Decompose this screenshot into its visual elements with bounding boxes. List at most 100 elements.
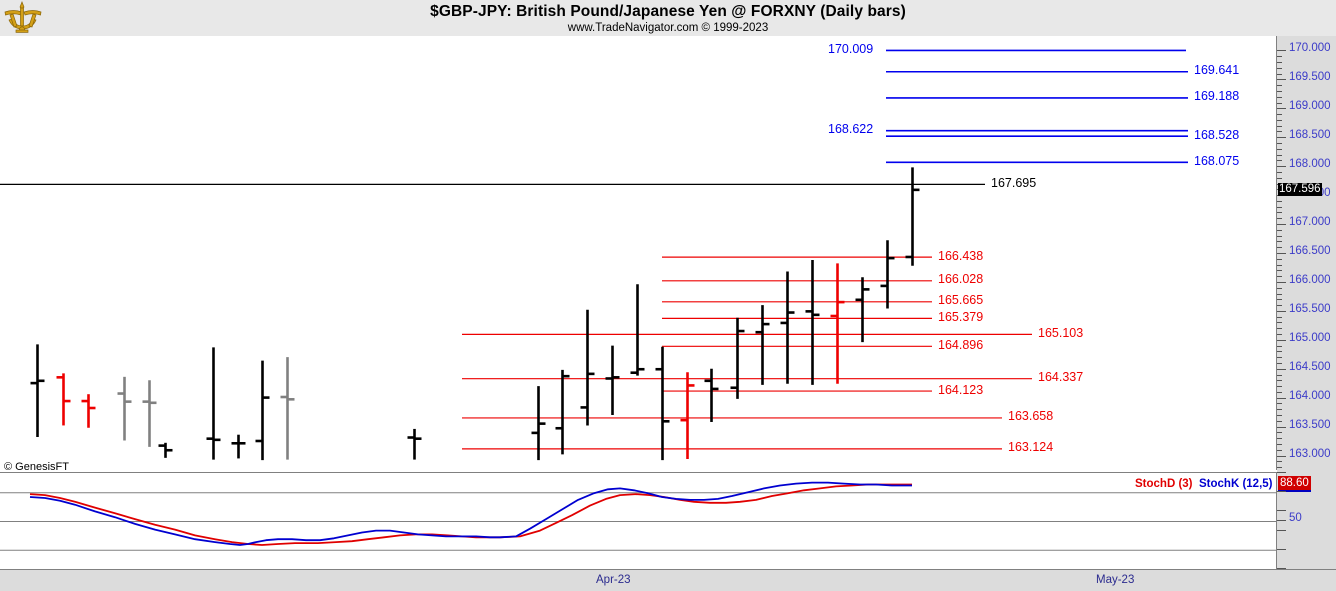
axis-tick-major xyxy=(1277,455,1286,457)
axis-tick-minor xyxy=(1277,276,1282,278)
axis-tick-minor xyxy=(1277,102,1282,104)
level-label: 164.337 xyxy=(1038,370,1084,385)
tradenavigator-logo xyxy=(4,1,42,33)
axis-tick-minor xyxy=(1277,357,1282,359)
axis-tick-label: 168.500 xyxy=(1289,129,1331,142)
axis-tick-minor xyxy=(1277,264,1282,266)
axis-tick-label: 165.500 xyxy=(1289,302,1331,315)
axis-tick-major xyxy=(1277,368,1286,370)
axis-tick-minor xyxy=(1277,62,1282,64)
axis-tick-minor xyxy=(1277,403,1282,405)
axis-tick-minor xyxy=(1277,125,1282,127)
level-label: 165.103 xyxy=(1038,325,1084,340)
axis-tick-minor xyxy=(1277,386,1282,388)
axis-tick-label: 169.500 xyxy=(1289,71,1331,84)
axis-tick-minor xyxy=(1277,114,1282,116)
level-label: 163.658 xyxy=(1008,409,1054,424)
axis-tick-minor xyxy=(1277,143,1282,145)
axis-tick-major xyxy=(1277,426,1286,428)
axis-tick-label: 163.500 xyxy=(1289,418,1331,431)
axis-tick-minor xyxy=(1277,258,1282,260)
level-label: 165.665 xyxy=(938,293,984,308)
axis-tick-minor xyxy=(1277,316,1282,318)
level-label: 169.641 xyxy=(1194,63,1240,78)
axis-tick-major xyxy=(1277,166,1286,168)
date-axis-label: Apr-23 xyxy=(596,574,631,586)
page-title: $GBP-JPY: British Pound/Japanese Yen @ F… xyxy=(430,3,906,20)
legend-stochd[interactable]: StochD (3) xyxy=(1135,478,1193,490)
axis-tick-minor xyxy=(1277,449,1282,451)
indicator-axis-tick xyxy=(1277,510,1286,512)
price-plot xyxy=(0,49,1188,461)
axis-tick-major xyxy=(1277,79,1286,81)
current-price-badge: 167.596 xyxy=(1278,182,1322,196)
axis-tick-major xyxy=(1277,281,1286,283)
indicator-axis-tick xyxy=(1277,520,1286,521)
axis-tick-minor xyxy=(1277,148,1282,150)
axis-tick-minor xyxy=(1277,374,1282,376)
page-subtitle: www.TradeNavigator.com © 1999-2023 xyxy=(567,22,769,34)
indicator-axis-tick xyxy=(1277,548,1286,550)
axis-tick-major xyxy=(1277,397,1286,399)
axis-tick-minor xyxy=(1277,443,1282,445)
axis-tick-minor xyxy=(1277,409,1282,411)
level-label: 168.075 xyxy=(1194,153,1240,168)
level-label: 167.695 xyxy=(991,175,1037,190)
level-label: 164.896 xyxy=(938,337,984,352)
axis-tick-minor xyxy=(1277,154,1282,156)
date-axis-label: May-23 xyxy=(1096,574,1135,586)
axis-tick-major xyxy=(1277,339,1286,341)
axis-tick-minor xyxy=(1277,380,1282,382)
axis-tick-minor xyxy=(1277,67,1282,69)
axis-tick-label: 164.000 xyxy=(1289,389,1331,402)
axis-tick-minor xyxy=(1277,467,1282,469)
axis-tick-minor xyxy=(1277,299,1282,301)
axis-tick-label: 170.000 xyxy=(1289,42,1331,55)
axis-tick-minor xyxy=(1277,305,1282,307)
indicator-axis-tick xyxy=(1277,568,1286,569)
level-label: 166.438 xyxy=(938,248,984,263)
axis-tick-label: 163.000 xyxy=(1289,447,1331,460)
axis-tick-label: 164.500 xyxy=(1289,360,1331,373)
axis-tick-major xyxy=(1277,310,1286,312)
axis-tick-minor xyxy=(1277,206,1282,208)
axis-tick-minor xyxy=(1277,270,1282,272)
indicator-pane[interactable] xyxy=(0,472,1277,569)
axis-tick-major xyxy=(1277,253,1286,254)
axis-tick-minor xyxy=(1277,432,1282,434)
axis-tick-major xyxy=(1277,50,1286,52)
level-label: 166.028 xyxy=(938,272,984,287)
axis-tick-minor xyxy=(1277,56,1282,58)
price-axis[interactable]: 170.000 169.500 169.000 168.500 168.000 167.5… xyxy=(1277,36,1336,569)
level-label: 170.009 xyxy=(828,41,874,56)
axis-tick-minor xyxy=(1277,119,1282,121)
date-axis[interactable]: Apr-23 May-23 xyxy=(0,569,1336,591)
watermark-genesisft: © GenesisFT xyxy=(4,461,69,473)
stochastic-plot xyxy=(0,481,1277,551)
axis-tick-label: 167.000 xyxy=(1289,216,1331,229)
level-label: 168.622 xyxy=(828,122,874,137)
axis-tick-minor xyxy=(1277,171,1282,173)
axis-tick-minor xyxy=(1277,334,1282,335)
axis-tick-minor xyxy=(1277,241,1282,243)
price-pane[interactable] xyxy=(0,36,1277,470)
axis-tick-label: 165.000 xyxy=(1289,331,1331,344)
axis-tick-minor xyxy=(1277,415,1282,417)
axis-tick-minor xyxy=(1277,229,1282,231)
indicator-axis-tick xyxy=(1277,472,1286,473)
axis-tick-minor xyxy=(1277,85,1282,87)
axis-tick-minor xyxy=(1277,345,1282,347)
axis-tick-minor xyxy=(1277,391,1282,393)
axis-tick-minor xyxy=(1277,90,1282,92)
axis-tick-minor xyxy=(1277,322,1282,324)
level-label: 169.188 xyxy=(1194,89,1240,104)
axis-tick-minor xyxy=(1277,420,1282,422)
axis-tick-minor xyxy=(1277,212,1282,214)
axis-tick-major xyxy=(1277,108,1286,110)
indicator-axis-tick xyxy=(1277,529,1286,531)
axis-tick-minor xyxy=(1277,293,1282,295)
axis-tick-minor xyxy=(1277,362,1282,364)
legend-stochk[interactable]: StochK (12,5) xyxy=(1199,478,1273,490)
axis-tick-minor xyxy=(1277,247,1282,249)
axis-tick-major xyxy=(1277,195,1286,197)
